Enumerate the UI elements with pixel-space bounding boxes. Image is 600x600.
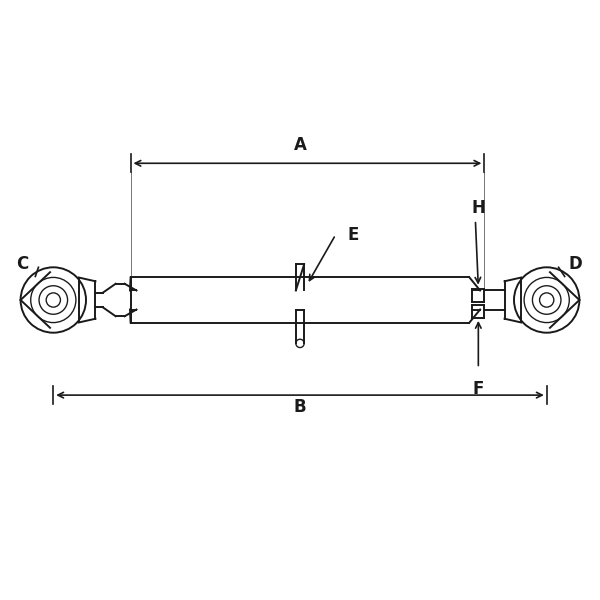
Text: B: B [293, 398, 307, 416]
Text: E: E [347, 226, 359, 244]
Text: C: C [16, 256, 28, 274]
Text: D: D [568, 256, 582, 274]
Text: H: H [472, 199, 485, 217]
Text: A: A [293, 136, 307, 154]
Text: F: F [473, 380, 484, 398]
